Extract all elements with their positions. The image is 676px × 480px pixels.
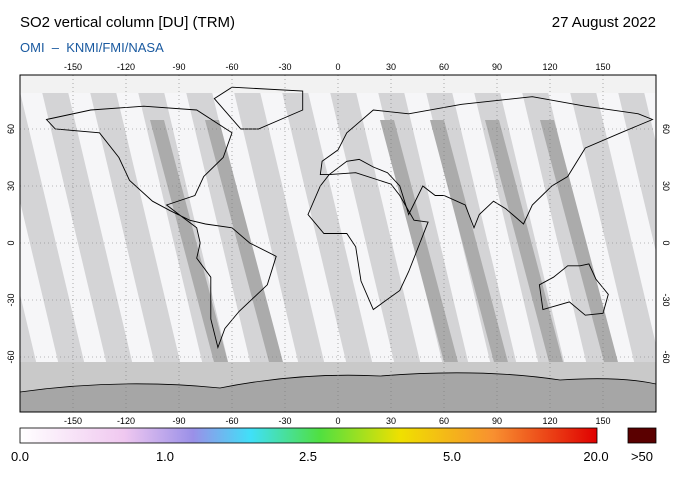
lon-tick-label: -30	[278, 62, 291, 72]
lon-tick-label: -30	[278, 416, 291, 426]
swath	[38, 75, 144, 412]
coastline	[307, 172, 429, 311]
colorbar-label: 0.0	[11, 449, 29, 464]
lon-tick-label: -60	[225, 62, 238, 72]
lon-tick-label: 150	[595, 416, 610, 426]
lat-tick-label: -60	[6, 350, 16, 363]
lat-tick-label: -60	[661, 350, 671, 363]
lon-tick-label: 90	[492, 62, 502, 72]
lon-tick-label: 30	[386, 416, 396, 426]
lat-tick-label: 60	[661, 124, 671, 134]
title: SO2 vertical column [DU] (TRM)	[20, 14, 235, 31]
lon-tick-label: -90	[172, 62, 185, 72]
coastline	[538, 263, 609, 316]
lat-tick-label: 0	[661, 240, 671, 245]
swath	[566, 75, 656, 412]
coastline	[213, 86, 304, 130]
lat-tick-label: 30	[6, 181, 16, 191]
lat-tick-label: 30	[661, 181, 671, 191]
lon-tick-label: -150	[64, 62, 82, 72]
lon-tick-label: 0	[335, 416, 340, 426]
colorbar-label: 20.0	[583, 449, 608, 464]
lon-tick-label: 90	[492, 416, 502, 426]
map-frame	[19, 74, 657, 413]
lon-tick-label: 60	[439, 416, 449, 426]
coastline	[45, 105, 277, 350]
lon-tick-label: -150	[64, 416, 82, 426]
swath	[278, 75, 384, 412]
credit: OMI – KNMI/FMI/NASA	[20, 40, 164, 55]
lon-tick-label: 120	[542, 62, 557, 72]
swath	[326, 75, 432, 412]
swath	[20, 91, 96, 412]
colorbar-label: 5.0	[443, 449, 461, 464]
antarctica	[20, 372, 656, 412]
lon-tick-label: 60	[439, 62, 449, 72]
swath	[86, 75, 192, 412]
colorbar-over-label: >50	[631, 449, 653, 464]
lon-tick-label: 150	[595, 62, 610, 72]
lon-tick-label: 30	[386, 62, 396, 72]
swath-dark	[150, 120, 238, 400]
colorbar-over	[627, 427, 657, 444]
lon-tick-label: 120	[542, 416, 557, 426]
swath	[230, 75, 336, 412]
swath-dark	[485, 120, 573, 400]
lat-tick-label: -30	[661, 293, 671, 306]
colorbar-label: 1.0	[156, 449, 174, 464]
lon-tick-label: 0	[335, 62, 340, 72]
swath-dark	[380, 120, 468, 400]
date: 27 August 2022	[552, 14, 656, 31]
lat-tick-label: -30	[6, 293, 16, 306]
lon-tick-label: -60	[225, 416, 238, 426]
lat-tick-label: 0	[6, 240, 16, 245]
swath	[614, 75, 656, 252]
colorbar-label: 2.5	[299, 449, 317, 464]
lon-tick-label: -90	[172, 416, 185, 426]
swath-dark	[540, 120, 628, 400]
map	[20, 75, 656, 412]
lon-tick-label: -120	[117, 62, 135, 72]
lat-tick-label: 60	[6, 124, 16, 134]
swath-dark	[205, 120, 293, 400]
coastline	[319, 96, 654, 230]
colorbar	[19, 427, 598, 444]
lon-tick-label: -120	[117, 416, 135, 426]
swath-dark	[430, 120, 518, 400]
